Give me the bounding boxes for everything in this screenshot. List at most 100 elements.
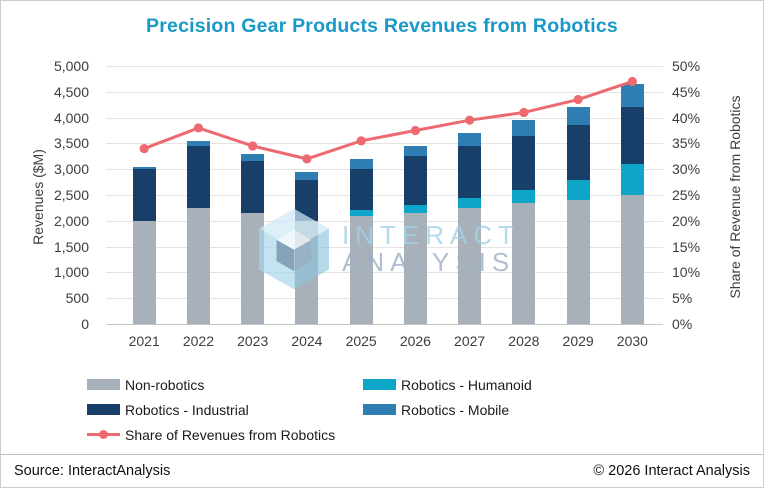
- x-axis-tick-2022: 2022: [182, 333, 215, 349]
- y-axis-right-tick: 20%: [672, 212, 701, 229]
- bar-2028-robotics-industrial: [512, 135, 536, 190]
- y-axis-left-tick: 500: [65, 290, 89, 307]
- bar-2030-robotics-industrial: [620, 107, 644, 165]
- share-line-marker-2029: [573, 94, 583, 105]
- legend-item-non-robotics: Non-robotics: [87, 376, 204, 393]
- y-axis-right-tick: 5%: [672, 290, 693, 307]
- legend-item-robotics-humanoid: Robotics - Humanoid: [363, 376, 532, 393]
- bar-2029-non-robotics: [566, 200, 590, 324]
- footer-source: Source: InteractAnalysis: [14, 463, 171, 479]
- gridline: [106, 272, 663, 274]
- y-axis-left-tick: 2,000: [53, 212, 89, 229]
- bar-2030-robotics-mobile: [620, 84, 644, 108]
- y-axis-right-tick: 45%: [672, 83, 701, 100]
- gridline: [106, 324, 663, 325]
- legend-item-robotics-mobile: Robotics - Mobile: [363, 401, 509, 418]
- watermark-line2: ANALYSIS: [342, 247, 516, 277]
- watermark-text: INTERACT ANALYSIS: [342, 222, 520, 276]
- bar-2029-robotics-mobile: [566, 107, 590, 126]
- gridline: [106, 143, 663, 145]
- y-axis-right-tick: 50%: [672, 58, 701, 74]
- legend-label-robotics-mobile: Robotics - Mobile: [401, 401, 510, 418]
- x-axis-tick-2026: 2026: [399, 333, 431, 349]
- y-axis-left-tick: 0: [81, 316, 89, 332]
- y-axis-left-tick: 4,500: [53, 83, 89, 100]
- bar-2025-robotics-industrial: [349, 169, 373, 211]
- footer-copyright: © 2026 Interact Analysis: [593, 463, 750, 479]
- watermark: INTERACT ANALYSIS: [256, 203, 526, 295]
- x-axis-tick-2028: 2028: [508, 333, 540, 349]
- bar-2025-non-robotics: [349, 215, 373, 324]
- legend-label-non-robotics: Non-robotics: [125, 376, 205, 393]
- legend-label-robotics-industrial: Robotics - Industrial: [125, 401, 249, 418]
- bar-2028-robotics-mobile: [512, 120, 536, 136]
- legend-item-share-line: Share of Revenues from Robotics: [87, 426, 335, 443]
- bar-2022-non-robotics: [186, 207, 210, 324]
- legend-label-share-line: Share of Revenues from Robotics: [125, 426, 336, 443]
- legend-swatch-robotics-industrial: [87, 404, 120, 415]
- bar-2027-robotics-industrial: [458, 146, 482, 198]
- y-axis-right-ticks: 50% 45% 40% 35% 30% 25% 20% 15% 10% 5% 0%: [672, 58, 722, 332]
- x-axis-tick-2025: 2025: [345, 333, 377, 349]
- bar-2025-robotics-mobile: [349, 158, 373, 170]
- y-axis-left-tick: 3,000: [53, 161, 89, 178]
- bar-2027-robotics-mobile: [458, 133, 482, 146]
- x-axis-tick-2029: 2029: [562, 333, 594, 349]
- bar-2024-robotics-industrial: [295, 179, 319, 221]
- bar-2030-non-robotics: [620, 195, 644, 324]
- gridline: [106, 66, 663, 67]
- bar-2023-robotics-industrial: [241, 161, 265, 214]
- y-axis-right-tick: 25%: [672, 187, 701, 203]
- y-axis-right-tick: 0%: [672, 316, 693, 332]
- y-axis-right-tick: 30%: [672, 161, 701, 178]
- bar-2027-non-robotics: [458, 207, 482, 324]
- x-axis-tick-2030: 2030: [616, 333, 648, 349]
- x-axis-tick-2027: 2027: [454, 333, 486, 349]
- gridline: [106, 117, 663, 119]
- bar-2021-non-robotics: [132, 220, 156, 324]
- share-line-layer: [139, 76, 637, 164]
- bar-2027-robotics-humanoid: [458, 197, 482, 208]
- x-axis-tick-2024: 2024: [291, 333, 323, 349]
- gridline: [106, 246, 663, 248]
- y-axis-left-ticks: 5,000 4,500 4,000 3,500 3,000 2,500 2,000 1,500…: [1, 58, 97, 332]
- footer-divider: [1, 454, 763, 455]
- bar-2021-robotics-industrial: [132, 169, 156, 221]
- y-axis-right-tick: 15%: [672, 238, 701, 255]
- legend-swatch-non-robotics: [87, 379, 120, 390]
- watermark-cube-logo-icon: [259, 208, 329, 290]
- y-axis-left-tick: 1,500: [53, 238, 89, 255]
- legend-label-robotics-humanoid: Robotics - Humanoid: [401, 376, 532, 393]
- bar-2026-robotics-mobile: [403, 146, 427, 157]
- gridline: [106, 169, 663, 171]
- x-axis-tick-2021: 2021: [128, 333, 160, 349]
- bar-2029-robotics-industrial: [566, 125, 590, 180]
- y-axis-left-tick: 3,500: [53, 135, 89, 152]
- bar-2022-robotics-industrial: [186, 146, 210, 208]
- gridline: [106, 220, 663, 222]
- legend-swatch-robotics-mobile: [363, 404, 396, 415]
- share-line-marker-2023: [248, 141, 258, 151]
- plot-area: INTERACT ANALYSIS: [106, 66, 663, 325]
- y-axis-right-tick: 40%: [672, 109, 701, 126]
- bar-2021-robotics-mobile: [132, 166, 156, 170]
- bar-2023-non-robotics: [241, 213, 265, 324]
- gridline: [106, 91, 663, 93]
- y-axis-right-tick: 10%: [672, 264, 701, 281]
- x-axis-tick-2023: 2023: [237, 333, 269, 349]
- bar-2023-robotics-mobile: [241, 153, 265, 162]
- share-line-marker-2027: [465, 115, 475, 125]
- bar-2026-robotics-humanoid: [403, 205, 427, 214]
- bar-2022-robotics-mobile: [186, 140, 210, 146]
- bar-2025-robotics-humanoid: [349, 210, 373, 216]
- share-line-marker-2030: [627, 76, 637, 87]
- y-axis-left-tick: 4,000: [53, 109, 89, 126]
- y-axis-left-tick: 5,000: [53, 58, 89, 74]
- y-axis-left-tick: 1,000: [53, 264, 89, 281]
- share-line-marker-2026: [410, 125, 420, 136]
- bar-2028-non-robotics: [512, 202, 536, 324]
- legend-swatch-share-line: [87, 429, 120, 440]
- x-axis-ticks: 2021 2022 2023 2024 2025 2026 2027 2028 2029 2030: [106, 333, 663, 353]
- watermark-line1: INTERACT: [342, 220, 520, 250]
